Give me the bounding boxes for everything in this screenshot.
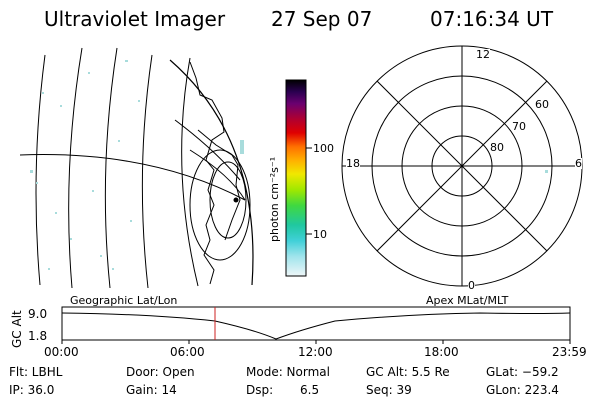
- mlt-label-0: 0: [468, 279, 475, 292]
- timeline-x-tick-1200: 12:00: [298, 345, 333, 359]
- mlt-label-6: 6: [575, 157, 582, 170]
- latitude-line: [189, 149, 246, 201]
- meridian-line: [104, 47, 118, 289]
- timeline-left-label: Geographic Lat/Lon: [70, 294, 178, 307]
- coastline: [197, 129, 241, 241]
- earth-limb: [169, 59, 254, 286]
- meridian-line: [68, 47, 83, 289]
- altitude-curve: [61, 312, 571, 340]
- timeline-x-tick-2359: 23:59: [552, 345, 587, 359]
- polar-axis: [376, 80, 548, 252]
- instrument-title: Ultraviolet Imager: [44, 7, 226, 31]
- timeline-right-label: Apex MLat/MLT: [426, 294, 509, 307]
- timeline-x-tick-0000: 00:00: [44, 345, 79, 359]
- status-door: Door: Open: [126, 365, 195, 379]
- mlt-label-12: 12: [476, 48, 490, 61]
- lat-label-70: 70: [512, 120, 526, 133]
- lat-label-80: 80: [490, 141, 504, 154]
- timeline-axis-label: GC Alt: [10, 310, 24, 348]
- status-seq: Seq: 39: [366, 383, 412, 397]
- status-ip: IP: 36.0: [9, 383, 55, 397]
- colorbar-tick-100: 100: [313, 142, 334, 155]
- status-dsp-value: 6.5: [300, 383, 320, 397]
- status-gc-alt: GC Alt: 5.5 Re: [366, 365, 450, 379]
- status-filter: Flt: LBHL: [9, 365, 63, 379]
- subsatellite-point: [233, 197, 239, 203]
- mlt-label-18: 18: [346, 157, 360, 170]
- timeline-y-tick-9: 9.0: [28, 307, 48, 321]
- meridian-line: [35, 54, 46, 286]
- lat-label-60: 60: [535, 98, 549, 111]
- latitude-line: [174, 119, 241, 181]
- colorbar-scale: [285, 79, 307, 277]
- timeline-y-tick-1.8: 1.8: [28, 329, 48, 343]
- colorbar-tick-10: 10: [313, 228, 327, 241]
- oval-line: [189, 149, 251, 261]
- meridian-line: [141, 54, 153, 289]
- status-dsp-label: Dsp:: [246, 383, 274, 397]
- timeline-x-tick-1800: 18:00: [424, 345, 459, 359]
- emission-speckles: [30, 60, 244, 270]
- date-label: 27 Sep 07: [271, 7, 373, 31]
- status-gain: Gain: 14: [126, 383, 177, 397]
- status-glon: GLon: 223.4: [486, 383, 559, 397]
- latitude-line: [20, 154, 246, 201]
- meridian-line: [181, 57, 199, 287]
- status-mode: Mode: Normal: [246, 365, 330, 379]
- emission-speckle: [545, 170, 548, 173]
- status-glat: GLat: −59.2: [486, 365, 559, 379]
- timeline-x-tick-0600: 06:00: [170, 345, 205, 359]
- oval-line: [209, 161, 247, 239]
- timeline-frame: [61, 306, 571, 341]
- time-label: 07:16:34 UT: [430, 7, 554, 31]
- coastline: [189, 61, 225, 285]
